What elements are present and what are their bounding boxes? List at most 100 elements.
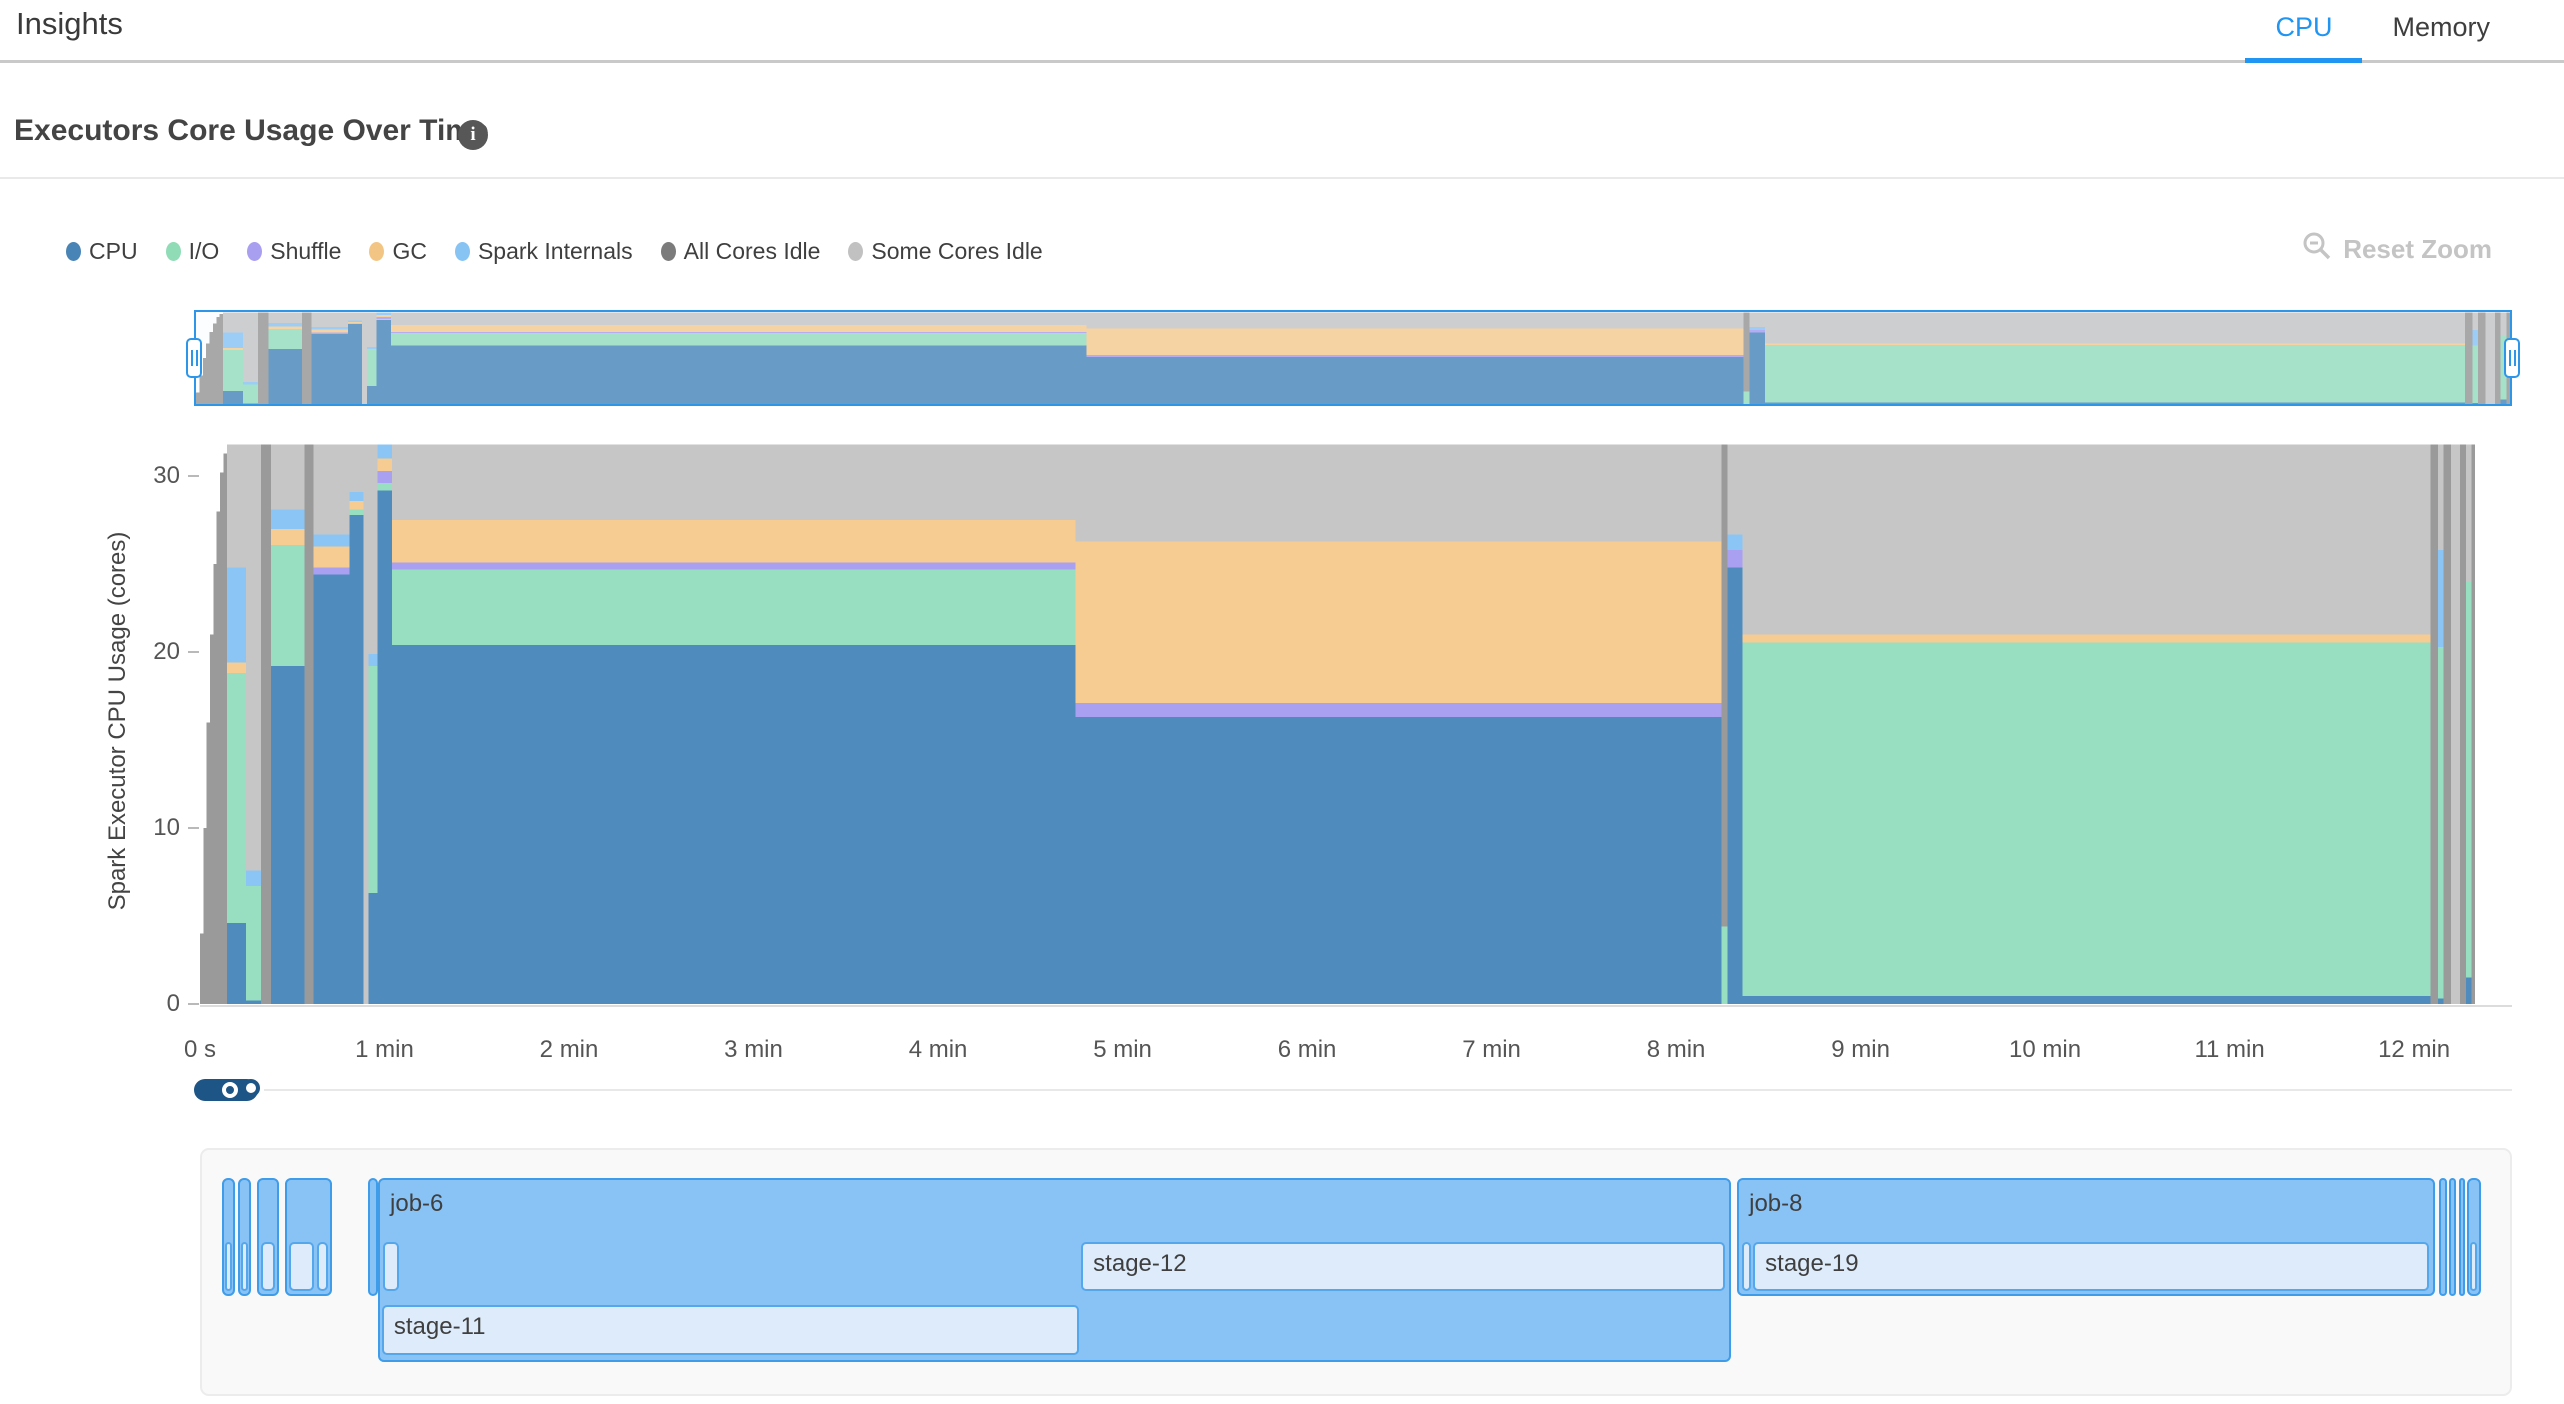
stage-block-stage-19[interactable] xyxy=(1753,1242,2430,1291)
stage-block[interactable] xyxy=(288,1242,314,1291)
x-tick-label: 12 min xyxy=(2378,1036,2451,1063)
legend-label: CPU xyxy=(89,238,138,264)
area-io xyxy=(2472,345,2479,404)
area-all_idle xyxy=(203,828,207,1004)
area-some_idle xyxy=(362,312,368,404)
y-tick-label: 20 xyxy=(153,638,180,666)
info-icon[interactable]: i xyxy=(458,120,488,150)
area-some_idle xyxy=(2451,444,2461,1004)
area-all_idle xyxy=(304,444,314,1004)
stage-block[interactable] xyxy=(261,1242,276,1291)
area-all_idle xyxy=(257,312,269,404)
jobs-timeline-panel: job-6 stage-12 stage-11 job-8 stage-19 xyxy=(200,1148,2512,1396)
stage-block-stage-12[interactable] xyxy=(1081,1242,1726,1291)
x-tick-label: 2 min xyxy=(539,1036,599,1063)
area-some_idle xyxy=(1742,444,2431,635)
area-some_idle xyxy=(348,312,363,321)
stage-block[interactable] xyxy=(240,1242,249,1291)
area-cpu xyxy=(1742,996,2431,1004)
area-all_idle xyxy=(212,323,217,404)
area-some_idle xyxy=(1086,312,1744,329)
stage-block[interactable] xyxy=(1742,1242,1752,1291)
tab-memory[interactable]: Memory xyxy=(2392,12,2490,42)
area-cpu xyxy=(391,645,1076,1004)
area-io xyxy=(391,569,1076,646)
area-gc xyxy=(348,321,363,324)
area-io xyxy=(367,348,377,386)
zoom-slider-track[interactable] xyxy=(264,1089,2512,1091)
area-gc xyxy=(391,324,1087,332)
area-internals xyxy=(246,870,261,887)
area-gc xyxy=(311,329,349,333)
chart-navigator[interactable] xyxy=(186,310,2520,406)
zoom-slider-knob[interactable] xyxy=(242,1079,260,1097)
legend-item-shuffle[interactable]: Shuffle xyxy=(247,238,341,265)
area-cpu xyxy=(1764,402,2465,404)
area-gc xyxy=(223,348,243,350)
area-io xyxy=(2500,335,2507,400)
area-cpu xyxy=(367,385,377,404)
area-internals xyxy=(2438,550,2444,647)
area-all_idle xyxy=(1721,444,1728,927)
job-block[interactable] xyxy=(368,1178,378,1296)
area-internals xyxy=(377,444,392,459)
area-io xyxy=(2465,581,2472,978)
area-some_idle xyxy=(223,312,243,333)
area-io xyxy=(368,666,378,894)
legend-item-some_idle[interactable]: Some Cores Idle xyxy=(848,238,1043,265)
stage-block[interactable] xyxy=(2469,1242,2478,1291)
area-gc xyxy=(1742,634,2431,643)
legend-item-io[interactable]: I/O xyxy=(165,238,219,265)
x-tick-label: 11 min xyxy=(2194,1036,2265,1063)
area-some_idle xyxy=(242,312,258,383)
area-cpu xyxy=(1727,567,1743,1004)
area-all_idle xyxy=(209,634,214,1004)
area-gc xyxy=(1086,328,1744,355)
area-io xyxy=(2438,646,2444,999)
job-block[interactable] xyxy=(2458,1178,2465,1296)
stage-block[interactable] xyxy=(382,1242,399,1291)
area-internals xyxy=(1749,327,1765,330)
stage-block[interactable] xyxy=(224,1242,233,1291)
legend-item-cpu[interactable]: CPU xyxy=(66,238,138,265)
area-shuffle xyxy=(1075,703,1722,718)
legend-item-all_idle[interactable]: All Cores Idle xyxy=(660,238,820,265)
area-internals xyxy=(348,320,363,322)
area-io xyxy=(271,544,305,667)
stage-label: stage-19 xyxy=(1765,1250,1859,1277)
job-block[interactable] xyxy=(2439,1178,2447,1296)
reset-zoom-button[interactable]: Reset Zoom xyxy=(2301,230,2492,269)
area-some_idle xyxy=(1749,312,1765,328)
area-internals xyxy=(368,653,378,667)
legend-item-internals[interactable]: Spark Internals xyxy=(454,238,633,265)
area-gc xyxy=(313,546,350,568)
area-gc xyxy=(1764,343,2465,345)
navigator-left-handle[interactable] xyxy=(186,338,202,378)
area-internals xyxy=(271,509,305,529)
area-cpu xyxy=(313,574,350,1004)
area-gc xyxy=(391,520,1076,563)
legend-item-gc[interactable]: GC xyxy=(369,238,427,265)
area-some_idle xyxy=(271,444,305,510)
area-all_idle xyxy=(196,392,200,404)
area-internals xyxy=(311,327,349,330)
area-all_idle xyxy=(2460,444,2466,1004)
stage-block-stage-11[interactable] xyxy=(381,1305,1080,1355)
navigator-right-handle[interactable] xyxy=(2504,338,2520,378)
area-some_idle xyxy=(363,444,369,1004)
tab-cpu[interactable]: CPU xyxy=(2245,0,2363,63)
area-some_idle xyxy=(246,444,261,871)
cpu-usage-stacked-area-chart[interactable] xyxy=(200,441,2475,1004)
area-all_idle xyxy=(1743,312,1750,392)
area-shuffle xyxy=(311,332,349,334)
area-some_idle xyxy=(368,444,378,654)
stage-block[interactable] xyxy=(316,1242,329,1291)
x-tick-label: 3 min xyxy=(724,1036,783,1063)
area-io xyxy=(349,509,364,515)
y-tick-mark xyxy=(188,827,199,830)
area-some_idle xyxy=(391,444,1076,521)
area-some_idle xyxy=(311,312,349,328)
job-block[interactable] xyxy=(2449,1178,2456,1296)
area-cpu xyxy=(376,320,392,404)
area-shuffle xyxy=(376,316,392,319)
